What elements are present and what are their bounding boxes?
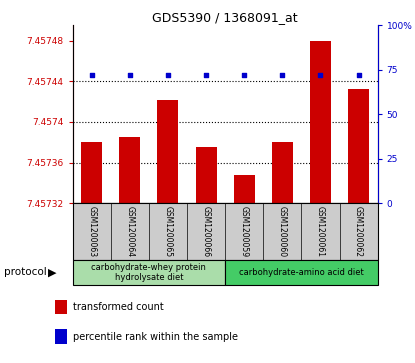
Bar [81, 142, 102, 203]
Point [355, 72, 362, 78]
Text: ▶: ▶ [48, 267, 56, 277]
Point [127, 72, 133, 78]
Bar [55, 300, 66, 314]
Bar [55, 329, 66, 344]
Text: percentile rank within the sample: percentile rank within the sample [73, 331, 238, 342]
Point [203, 72, 210, 78]
Title: GDS5390 / 1368091_at: GDS5390 / 1368091_at [152, 11, 298, 24]
Point [241, 72, 247, 78]
Bar [73, 260, 225, 285]
Text: GSM1200063: GSM1200063 [87, 206, 96, 257]
Bar [348, 89, 369, 203]
Bar [310, 41, 331, 203]
Bar [234, 175, 255, 203]
Text: GSM1200061: GSM1200061 [316, 206, 325, 257]
Text: GSM1200060: GSM1200060 [278, 206, 287, 257]
Point [317, 72, 324, 78]
Text: GSM1200065: GSM1200065 [164, 206, 173, 257]
Bar [157, 99, 178, 203]
Bar [195, 147, 217, 203]
Text: GSM1200059: GSM1200059 [240, 206, 249, 257]
Bar [225, 260, 378, 285]
Bar [120, 137, 140, 203]
Point [165, 72, 171, 78]
Bar [272, 142, 293, 203]
Text: carbohydrate-amino acid diet: carbohydrate-amino acid diet [239, 268, 364, 277]
Text: transformed count: transformed count [73, 302, 164, 312]
Text: carbohydrate-whey protein
hydrolysate diet: carbohydrate-whey protein hydrolysate di… [91, 262, 206, 282]
Text: protocol: protocol [4, 267, 47, 277]
Point [88, 72, 95, 78]
Text: GSM1200064: GSM1200064 [125, 206, 134, 257]
Text: GSM1200062: GSM1200062 [354, 206, 363, 257]
Point [279, 72, 286, 78]
Text: GSM1200066: GSM1200066 [202, 206, 210, 257]
